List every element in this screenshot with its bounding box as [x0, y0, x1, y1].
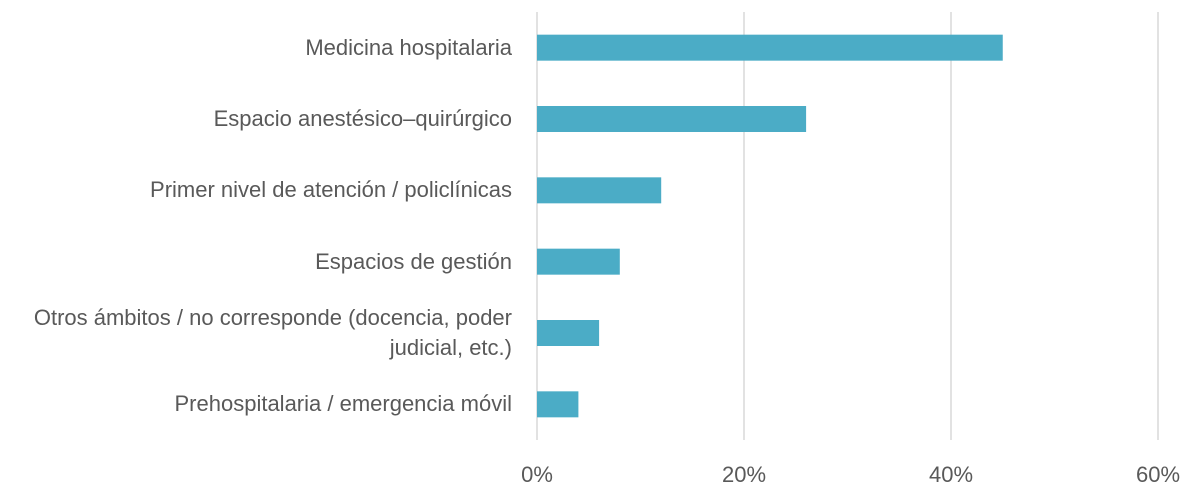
- y-tick-label: Otros ámbitos / no corresponde (docencia…: [33, 305, 512, 360]
- y-tick-label: Espacio anestésico–quirúrgico: [213, 106, 512, 131]
- bar: [537, 248, 620, 275]
- x-tick-label: 20%: [722, 462, 766, 487]
- x-tick-label: 60%: [1136, 462, 1180, 487]
- y-tick-label: Prehospitalaria / emergencia móvil: [174, 391, 513, 417]
- bar: [537, 391, 579, 418]
- bar: [537, 320, 600, 346]
- y-tick-label: Espacios de gestión: [315, 248, 512, 274]
- bar: [537, 34, 1003, 61]
- x-tick-label: 0%: [521, 462, 553, 487]
- y-tick-label: Primer nivel de atención / policlínicas: [150, 177, 512, 203]
- x-tick-label: 40%: [929, 462, 973, 487]
- bar: [537, 106, 807, 132]
- bar: [537, 177, 662, 204]
- y-tick-label: Medicina hospitalaria: [305, 34, 512, 60]
